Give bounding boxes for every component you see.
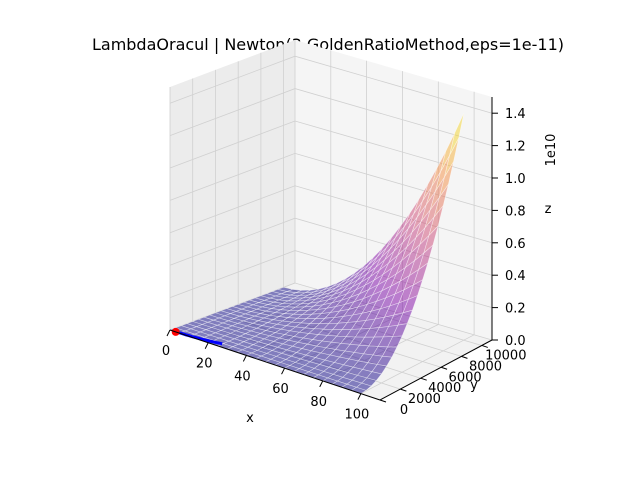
grid-line-z <box>169 55 493 114</box>
y-tick <box>440 366 448 370</box>
y-tick <box>379 399 387 403</box>
y-tick-label: 0 <box>400 403 408 418</box>
y-tick-label: 4000 <box>428 381 461 396</box>
z-tick-label: 0.4 <box>505 269 526 284</box>
x-tick <box>204 342 209 349</box>
x-axis-line <box>169 329 381 401</box>
y-tick-label: 8000 <box>469 359 502 374</box>
z-tick-label: 1.2 <box>505 140 526 155</box>
y-axis-label: y <box>470 378 478 393</box>
z-tick-label: 1.4 <box>505 107 526 122</box>
x-tick <box>166 329 171 337</box>
y-tick-label: 10000 <box>485 349 526 364</box>
surface-mesh <box>169 113 465 394</box>
left-pane <box>170 40 295 330</box>
x-tick-label: 20 <box>196 357 213 372</box>
x-tick-label: 40 <box>234 370 251 385</box>
x-tick <box>242 355 247 362</box>
chart-title: LambdaOracul | Newton(3,GoldenRatioMetho… <box>92 35 564 54</box>
x-tick-label: 60 <box>272 382 289 397</box>
x-tick-label: 0 <box>162 344 170 359</box>
y-tick-label: 2000 <box>408 392 441 407</box>
x-tick-label: 80 <box>310 395 327 410</box>
y-tick <box>481 344 488 348</box>
y-axis-line <box>379 339 493 401</box>
x-axis-label: x <box>246 411 254 426</box>
z-tick-label: 0.0 <box>505 334 526 349</box>
z-tick-label: 0.6 <box>505 237 526 252</box>
y-tick-label: 6000 <box>449 370 482 385</box>
z-tick-label: 0.8 <box>505 204 526 219</box>
z-axis-label: z <box>545 202 552 217</box>
z-tick-label: 0.2 <box>505 302 526 317</box>
y-tick <box>461 355 468 359</box>
x-tick <box>319 380 324 388</box>
x-tick-label: 100 <box>344 408 369 423</box>
x-tick <box>357 393 362 400</box>
z-scale-label: 1e10 <box>544 134 559 167</box>
x-tick <box>281 367 285 375</box>
y-tick <box>420 377 427 381</box>
grid-line-z <box>169 250 493 308</box>
z-tick-label: 1.0 <box>505 172 526 187</box>
grid-line-z <box>169 88 493 146</box>
y-tick <box>400 388 407 392</box>
grid-line-z <box>169 120 493 179</box>
